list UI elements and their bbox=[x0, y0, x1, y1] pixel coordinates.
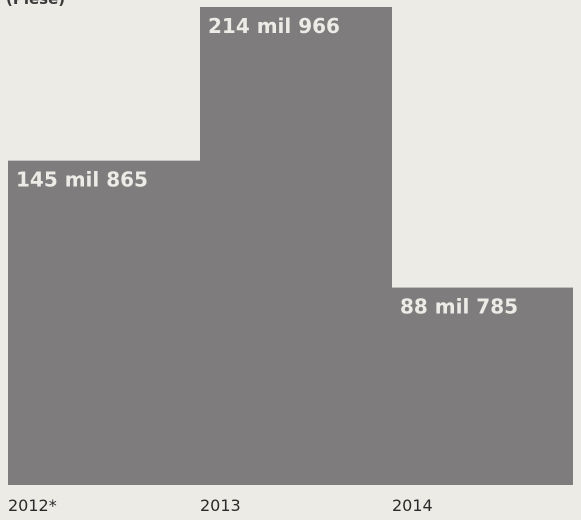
x-tick-label-2013: 2013 bbox=[200, 496, 241, 515]
bar-2012 bbox=[8, 160, 200, 485]
bar-2013 bbox=[200, 7, 392, 485]
x-tick-label-2012: 2012* bbox=[8, 496, 57, 515]
x-tick-label-2014: 2014 bbox=[392, 496, 433, 515]
chart-caption-fragment: (Piese) bbox=[6, 0, 65, 8]
bar-2014 bbox=[392, 287, 573, 485]
data-label-2014: 88 mil 785 bbox=[400, 295, 518, 319]
data-label-2013: 214 mil 966 bbox=[208, 14, 340, 38]
data-label-2012: 145 mil 865 bbox=[16, 168, 148, 192]
